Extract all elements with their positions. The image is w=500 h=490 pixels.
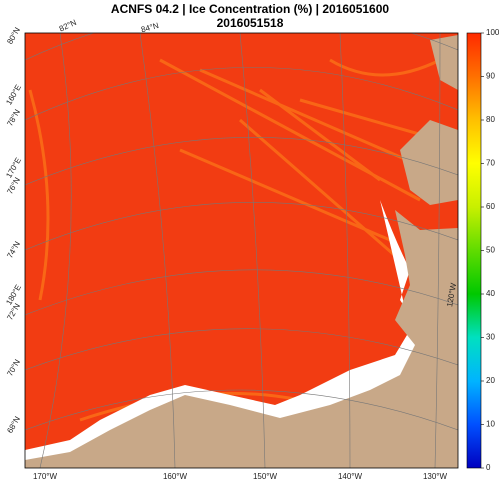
lon-label: 170°W — [33, 472, 58, 481]
colorbar-tick-label: 50 — [486, 246, 495, 255]
colorbar-tick-label: 10 — [486, 420, 495, 429]
colorbar-tick-label: 90 — [486, 72, 495, 81]
colorbar-tick-label: 40 — [486, 289, 495, 298]
grid-label: 70°N — [5, 358, 22, 378]
grid-label: 160°E — [4, 83, 23, 106]
colorbar-tick-label: 70 — [486, 159, 495, 168]
lat-label: 84°N — [140, 21, 160, 34]
colorbar-tick-label: 30 — [486, 333, 495, 342]
map-frame — [24, 32, 459, 469]
lon-label: 130°W — [423, 472, 448, 481]
grid-label: 80°N — [5, 26, 22, 46]
colorbar-tick-label: 100 — [486, 28, 500, 37]
grid-label: 78°N — [5, 108, 22, 128]
grid-label: 76°N — [5, 176, 22, 196]
grid-label: 68°N — [5, 415, 22, 435]
colorbar-tick-label: 80 — [486, 115, 495, 124]
lon-label: 160°W — [163, 472, 188, 481]
grid-label: 74°N — [5, 240, 22, 260]
colorbar-tick-label: 20 — [486, 376, 495, 385]
colorbar-tick-label: 0 — [486, 463, 491, 472]
subtitle: 2016051518 — [217, 16, 284, 30]
title: ACNFS 04.2 | Ice Concentration (%) | 201… — [111, 2, 389, 16]
colorbar — [466, 32, 482, 469]
map — [25, 33, 458, 468]
ice-texture — [28, 58, 441, 422]
lon-label: 140°W — [338, 472, 363, 481]
lon-label: 150°W — [253, 472, 278, 481]
lat-label: 82°N — [58, 18, 78, 34]
colorbar-tick-label: 60 — [486, 202, 495, 211]
graticule — [25, 33, 458, 468]
islands — [400, 35, 458, 205]
lon-label: 120°W — [445, 282, 458, 308]
